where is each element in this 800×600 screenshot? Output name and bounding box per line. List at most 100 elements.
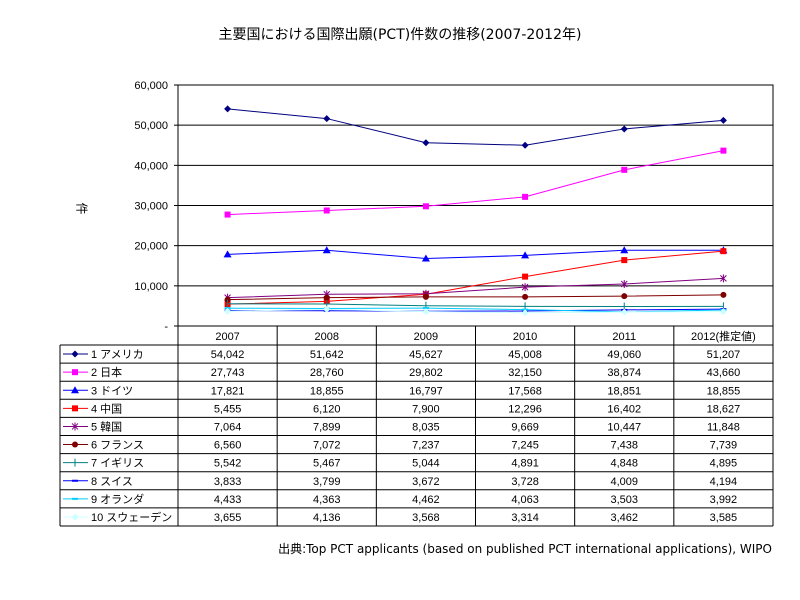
legend-label: 2 日本 bbox=[91, 365, 122, 379]
data-point bbox=[522, 193, 529, 200]
data-point bbox=[224, 211, 231, 218]
table-cell: 4,194 bbox=[710, 476, 738, 488]
data-point bbox=[621, 166, 628, 173]
y-tick-label: 20,000 bbox=[134, 241, 168, 253]
data-point bbox=[421, 254, 430, 262]
data-point bbox=[522, 273, 529, 280]
table-cell: 3,992 bbox=[710, 494, 738, 506]
table-cell: 3,568 bbox=[412, 512, 440, 524]
table-cell: 4,848 bbox=[610, 458, 638, 470]
series-line-3 bbox=[227, 249, 724, 260]
y-tick-label: 10,000 bbox=[134, 281, 168, 293]
data-point bbox=[621, 257, 628, 264]
legend-key-marker bbox=[71, 350, 79, 358]
table-cell: 51,207 bbox=[707, 349, 741, 361]
y-tick-label: 30,000 bbox=[134, 201, 168, 213]
data-point bbox=[422, 139, 430, 147]
data-point bbox=[322, 246, 331, 254]
x-category-label: 2010 bbox=[513, 331, 537, 343]
table-cell: 45,008 bbox=[508, 349, 542, 361]
table-cell: 18,851 bbox=[607, 385, 641, 397]
legend-key-marker bbox=[71, 422, 79, 431]
table-cell: 18,855 bbox=[310, 385, 344, 397]
table-cell: 3,799 bbox=[313, 476, 341, 488]
series-line-6 bbox=[227, 294, 724, 301]
table-cell: 5,044 bbox=[412, 458, 440, 470]
series-line-4 bbox=[227, 250, 724, 305]
table-cell: 28,760 bbox=[310, 367, 344, 379]
table-cell: 43,660 bbox=[707, 367, 741, 379]
table-cell: 16,402 bbox=[607, 403, 641, 415]
series-line-5 bbox=[227, 277, 724, 299]
table-cell: 4,136 bbox=[313, 512, 341, 524]
data-point bbox=[422, 293, 429, 300]
data-point bbox=[422, 307, 429, 310]
series-line-1 bbox=[227, 108, 724, 146]
table-cell: 3,585 bbox=[710, 512, 738, 524]
table-cell: 3,833 bbox=[214, 476, 242, 488]
data-point bbox=[621, 293, 628, 300]
legend-key-marker bbox=[71, 386, 79, 394]
table-cell: 3,503 bbox=[610, 494, 638, 506]
table-cell: 29,802 bbox=[409, 367, 443, 379]
table-cell: 27,743 bbox=[211, 367, 245, 379]
table-cell: 8,035 bbox=[412, 421, 440, 433]
legend-label: 6 フランス bbox=[91, 440, 144, 452]
table-cell: 51,642 bbox=[310, 349, 344, 361]
legend-label: 7 イギリス bbox=[91, 457, 144, 470]
table-cell: 3,655 bbox=[214, 512, 242, 524]
data-point bbox=[521, 309, 529, 317]
table-cell: 4,063 bbox=[511, 494, 539, 506]
table-cell: 38,874 bbox=[607, 367, 641, 379]
legend-key-marker bbox=[72, 405, 78, 412]
legend-label: 5 韓国 bbox=[91, 420, 122, 433]
table-cell: 45,627 bbox=[409, 349, 443, 361]
legend-key-marker bbox=[71, 513, 79, 521]
data-point bbox=[422, 308, 430, 316]
data-point bbox=[323, 294, 330, 301]
table-cell: 10,447 bbox=[607, 421, 641, 433]
table-cell: 7,064 bbox=[214, 421, 242, 433]
data-point bbox=[620, 308, 628, 316]
data-point bbox=[620, 246, 629, 254]
data-point bbox=[620, 125, 628, 133]
legend-label: 3 ドイツ bbox=[91, 385, 133, 397]
table-cell: 3,462 bbox=[610, 512, 638, 524]
data-point bbox=[224, 296, 231, 303]
y-tick-label: 40,000 bbox=[134, 160, 168, 172]
legend-label: 10 スウェーデン bbox=[91, 510, 172, 524]
legend-label: 8 スイス bbox=[91, 476, 133, 488]
data-point bbox=[223, 250, 232, 258]
legend-label: 4 中国 bbox=[91, 402, 122, 415]
table-cell: 12,296 bbox=[508, 403, 542, 415]
table-cell: 16,797 bbox=[409, 385, 443, 397]
legend-key-marker bbox=[72, 441, 78, 448]
table-cell: 7,899 bbox=[313, 421, 341, 433]
legend-label: 9 オランダ bbox=[91, 492, 144, 506]
data-point bbox=[224, 105, 232, 113]
table-cell: 4,895 bbox=[710, 458, 738, 470]
data-point bbox=[719, 308, 727, 316]
table-cell: 11,848 bbox=[707, 421, 740, 433]
data-point bbox=[620, 280, 628, 289]
table-cell: 17,568 bbox=[508, 385, 542, 397]
y-axis-label: 件 bbox=[74, 202, 89, 215]
table-cell: 5,455 bbox=[214, 403, 242, 415]
table-cell: 7,900 bbox=[412, 403, 440, 415]
y-tick-label: - bbox=[164, 321, 168, 333]
table-cell: 3,314 bbox=[511, 512, 539, 524]
table-cell: 4,363 bbox=[313, 494, 341, 506]
data-point bbox=[720, 291, 727, 298]
chart-title: 主要国における国際出願(PCT)件数の推移(2007-2012年) bbox=[218, 27, 582, 43]
data-point bbox=[521, 283, 529, 292]
table-cell: 3,672 bbox=[412, 476, 440, 488]
data-point bbox=[224, 307, 232, 315]
table-cell: 4,891 bbox=[511, 458, 539, 470]
table-cell: 7,237 bbox=[412, 440, 440, 452]
table-cell: 6,560 bbox=[214, 440, 242, 452]
series-line-2 bbox=[227, 150, 724, 216]
data-point bbox=[521, 251, 530, 259]
data-point bbox=[719, 116, 727, 124]
table-cell: 6,120 bbox=[313, 403, 341, 415]
